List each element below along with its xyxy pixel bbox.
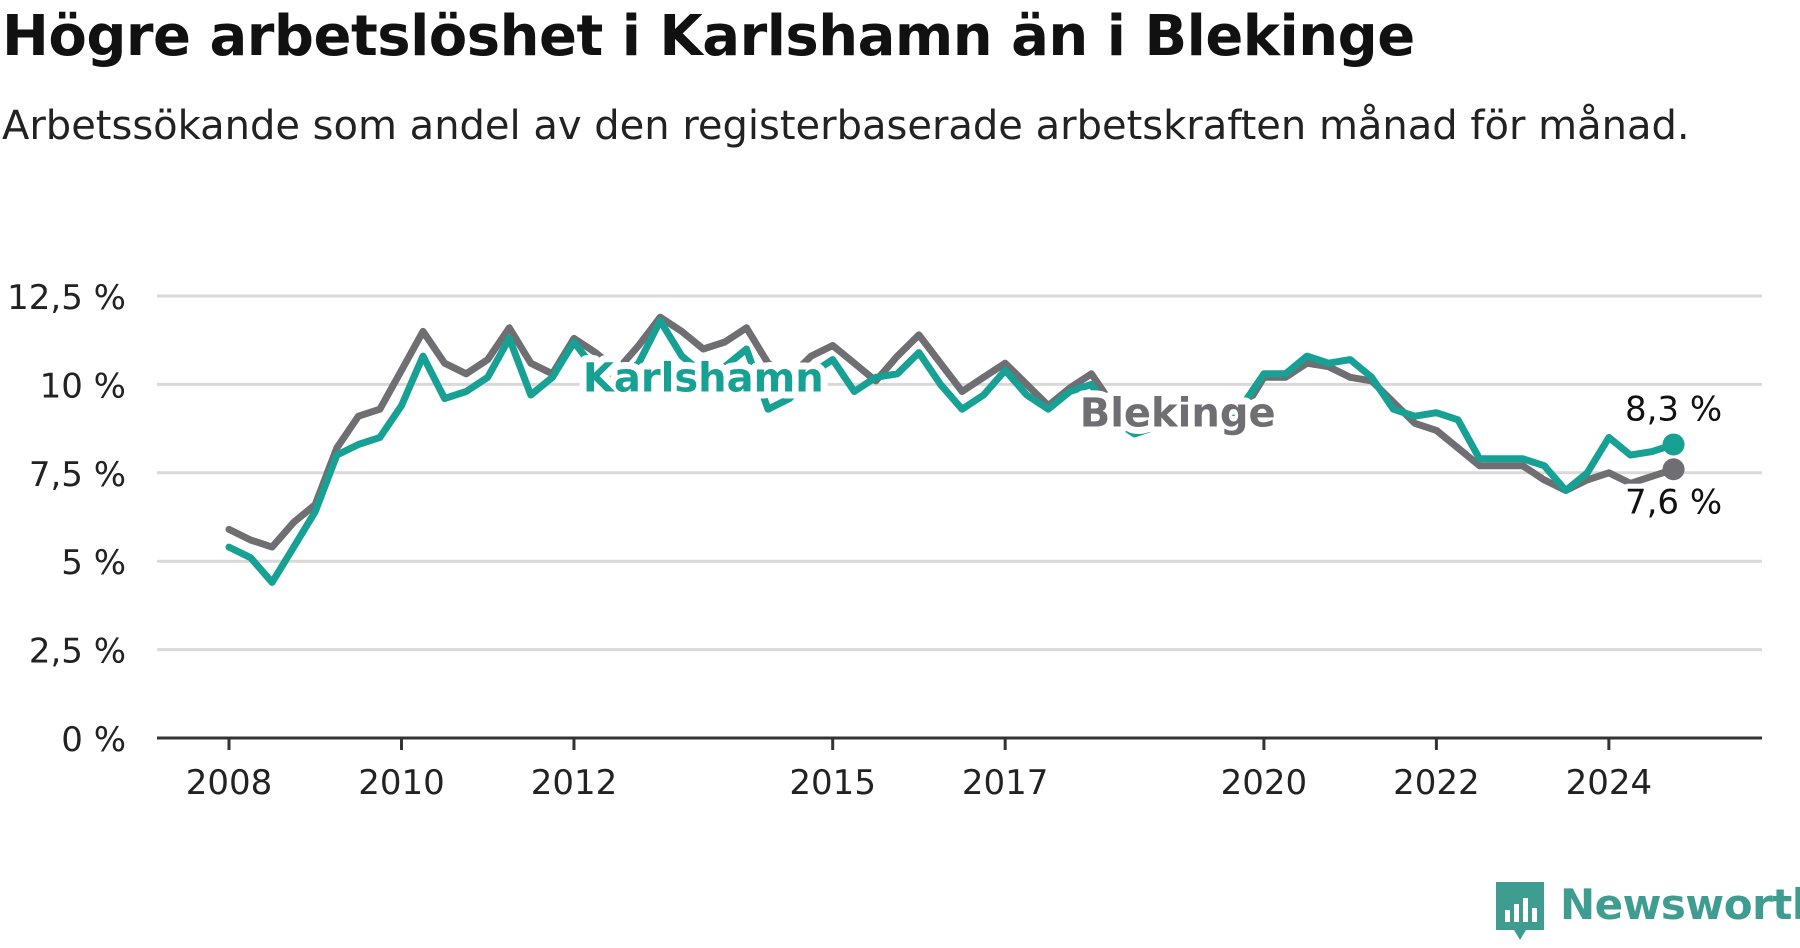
karlshamn-end-label: 8,3 % — [1625, 390, 1722, 430]
blekinge-line — [225, 313, 1678, 551]
x-tick-label: 2017 — [962, 763, 1049, 803]
karlshamn-line — [225, 317, 1678, 586]
y-tick-label: 2,5 % — [29, 632, 126, 672]
x-tick-label: 2012 — [531, 763, 618, 803]
gridlines — [157, 294, 1762, 652]
y-tick-label: 0 % — [61, 720, 126, 760]
y-tick-label: 10 % — [40, 366, 126, 406]
y-tick-label: 7,5 % — [29, 455, 126, 495]
y-tick-label: 12,5 % — [7, 278, 126, 318]
newsworthy-logo-icon — [1496, 882, 1544, 940]
chart-subtitle: Arbetssökande som andel av den registerb… — [2, 103, 1690, 149]
x-tick-label: 2022 — [1393, 763, 1480, 803]
x-tick-label: 2015 — [789, 763, 876, 803]
series-name-karlshamn: Karlshamn — [583, 355, 824, 401]
newsworthy-logo: Newsworthy — [1492, 880, 1800, 946]
series-name-blekinge: Blekinge — [1080, 391, 1276, 437]
axes: 0 % 2,5 % 5 % 7,5 % 10 % 12,5 % 2008 2010 2012 20… — [7, 278, 1762, 803]
blekinge-end-point — [1662, 458, 1685, 481]
series-lines — [225, 313, 1685, 586]
x-tick-label: 2024 — [1566, 763, 1653, 803]
series-labels: Karlshamn Blekinge 7,6 % 8,3 % — [576, 348, 1727, 527]
x-tick-label: 2020 — [1221, 763, 1308, 803]
y-tick-label: 5 % — [61, 543, 126, 583]
karlshamn-end-point — [1662, 433, 1685, 456]
brand-name: Newsworthy — [1560, 880, 1800, 929]
x-tick-label: 2008 — [186, 763, 273, 803]
x-tick-label: 2010 — [358, 763, 445, 803]
chart-title: Högre arbetslöshet i Karlshamn än i Blek… — [2, 4, 1415, 69]
blekinge-end-label: 7,6 % — [1625, 482, 1722, 522]
